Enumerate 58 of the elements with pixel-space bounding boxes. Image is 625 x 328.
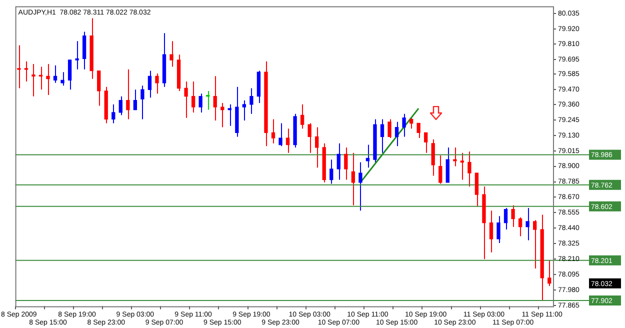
candlestick bbox=[112, 104, 116, 124]
candlestick bbox=[409, 117, 414, 130]
candlestick bbox=[170, 40, 174, 68]
candlestick bbox=[228, 104, 232, 126]
candlestick bbox=[336, 142, 340, 180]
candlestick bbox=[460, 152, 464, 180]
candlestick bbox=[198, 93, 202, 113]
candlestick bbox=[511, 204, 515, 228]
candlestick bbox=[82, 31, 86, 70]
candlestick bbox=[242, 100, 246, 122]
candlestick bbox=[424, 132, 428, 154]
candlestick bbox=[17, 44, 21, 89]
candlestick bbox=[68, 60, 72, 90]
candlestick bbox=[24, 60, 28, 82]
candlestick bbox=[330, 159, 334, 184]
candlestick bbox=[97, 70, 101, 106]
candlestick bbox=[315, 126, 319, 168]
candlestick bbox=[468, 150, 472, 187]
candlestick bbox=[489, 210, 494, 253]
candlestick bbox=[46, 64, 50, 96]
candlestick bbox=[148, 70, 152, 98]
candlestick bbox=[496, 216, 500, 244]
candlestick bbox=[446, 146, 450, 183]
candlestick bbox=[213, 76, 217, 122]
candlestick bbox=[286, 128, 290, 154]
candlestick bbox=[344, 146, 348, 180]
candlestick bbox=[416, 122, 420, 139]
candlestick bbox=[526, 207, 530, 241]
candlestick bbox=[118, 96, 122, 116]
candlestick bbox=[300, 104, 304, 130]
candlestick bbox=[438, 155, 442, 184]
candlestick bbox=[380, 118, 384, 154]
candlestick bbox=[60, 72, 64, 86]
candlestick bbox=[402, 113, 406, 138]
candlestick bbox=[133, 89, 138, 110]
candlestick bbox=[32, 64, 36, 97]
candlestick bbox=[394, 121, 399, 147]
candlestick bbox=[504, 207, 508, 230]
candlestick bbox=[53, 64, 58, 84]
candlestick bbox=[126, 68, 130, 120]
candlestick bbox=[75, 40, 79, 70]
candlestick bbox=[155, 72, 159, 94]
candlestick bbox=[358, 162, 362, 212]
candlestick bbox=[140, 85, 144, 120]
candlestick bbox=[184, 81, 188, 118]
candlestick bbox=[533, 220, 537, 270]
candlestick bbox=[278, 122, 282, 147]
candlestick bbox=[548, 260, 552, 287]
candlestick bbox=[191, 81, 196, 113]
candlestick bbox=[388, 118, 392, 139]
candlestick bbox=[453, 146, 457, 167]
candlestick bbox=[271, 118, 276, 144]
candlestick bbox=[351, 152, 356, 206]
candlestick bbox=[250, 88, 254, 114]
candlestick bbox=[474, 172, 479, 208]
candlestick bbox=[518, 216, 522, 237]
candlestick bbox=[431, 138, 435, 176]
candlestick bbox=[308, 122, 312, 154]
